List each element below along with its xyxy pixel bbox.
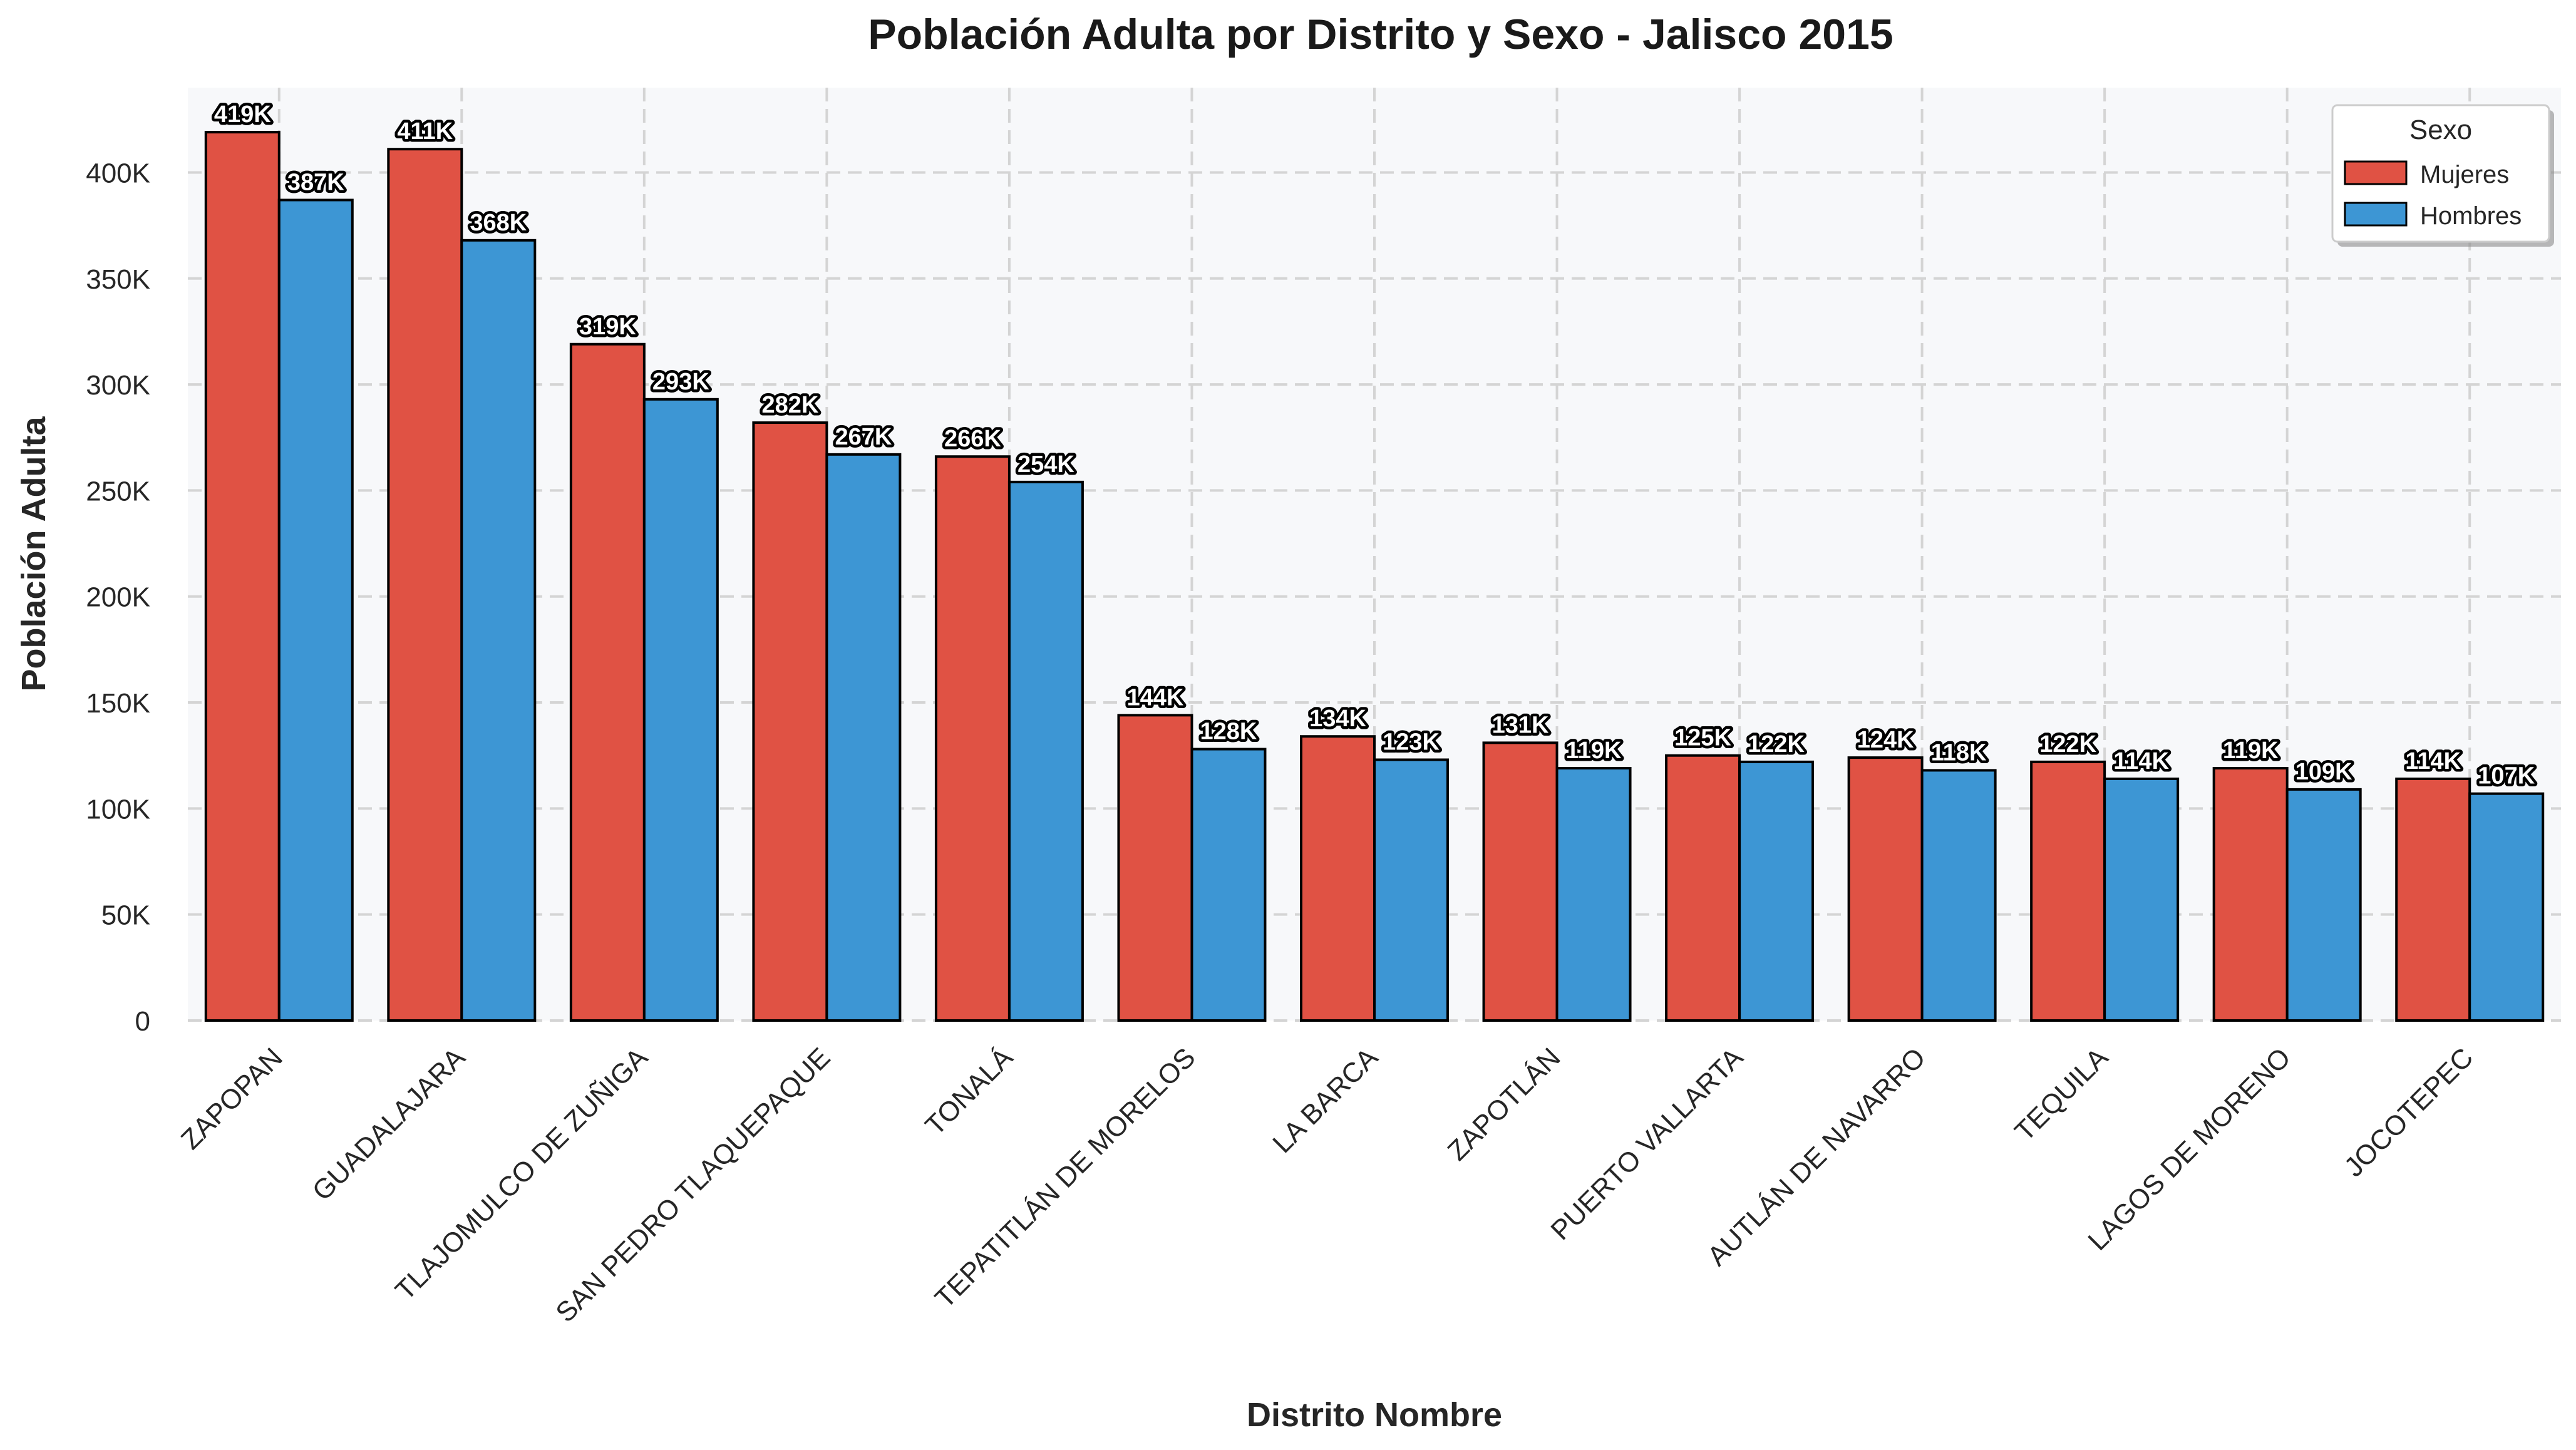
y-tick-label: 100K (86, 794, 150, 825)
bar-hombres (2103, 777, 2180, 1022)
bar-value-label: 123K (1383, 729, 1440, 755)
bar-hombres (642, 398, 719, 1022)
bar-mujeres (387, 148, 463, 1022)
x-tick-label: TEQUILA (2009, 1042, 2114, 1147)
bar-hombres (1738, 760, 1815, 1022)
y-axis-ticks: 0 50K 100K 150K 200K 250K 300K 350K 400K (86, 158, 150, 1037)
y-tick-label: 150K (86, 688, 150, 719)
y-tick-label: 200K (86, 582, 150, 613)
y-tick-label: 400K (86, 158, 150, 188)
bar-mujeres (1665, 754, 1741, 1022)
bar-value-label: 411K (397, 118, 453, 145)
bar-value-label: 122K (1748, 731, 1805, 758)
bars (204, 131, 2545, 1022)
bar-mujeres (204, 131, 281, 1022)
bar-mujeres (1117, 714, 1193, 1022)
legend-swatch-hombres (2344, 202, 2408, 227)
bar-hombres (1920, 769, 1997, 1022)
bar-value-label: 293K (652, 369, 709, 395)
bar-labels: 419K 411K 319K 282K 266K 144K 134K 131K 125K 124K… (211, 99, 2538, 793)
x-tick-label: LA BARCA (1267, 1042, 1384, 1159)
bar-mujeres (2212, 767, 2289, 1022)
bar-value-label: 114K (2113, 748, 2169, 774)
bar-hombres (1373, 758, 1449, 1022)
legend: Sexo Mujeres Hombres (2331, 104, 2554, 247)
bar-value-label: 282K (761, 392, 818, 418)
bar-value-label: 266K (944, 426, 1001, 452)
bar-mujeres (752, 421, 828, 1022)
bar-hombres (2468, 792, 2545, 1022)
bar-value-label: 119K (1566, 738, 1622, 764)
bar-value-label: 144K (1127, 684, 1184, 711)
bar-mujeres (1300, 735, 1376, 1022)
x-tick-label: JOCOTEPEC (2338, 1042, 2479, 1183)
x-tick-label: GUADALAJARA (307, 1042, 471, 1206)
legend-label-mujeres: Mujeres (2420, 161, 2509, 188)
y-tick-label: 0 (135, 1006, 150, 1037)
legend-title: Sexo (2409, 115, 2472, 145)
bar-value-label: 254K (1018, 451, 1074, 478)
bar-mujeres (1482, 741, 1558, 1022)
bar-value-label: 387K (287, 169, 344, 195)
x-tick-label: PUERTO VALLARTA (1545, 1042, 1749, 1246)
bar-hombres (825, 453, 902, 1022)
bar-hombres (460, 239, 537, 1022)
x-tick-label: ZAPOPAN (175, 1042, 289, 1155)
bar-hombres (277, 198, 354, 1022)
bar-value-label: 122K (2039, 731, 2096, 758)
y-tick-label: 300K (86, 370, 150, 401)
x-axis-label: Distrito Nombre (1247, 1396, 1502, 1434)
bar-mujeres (2395, 777, 2471, 1022)
x-tick-label: TONALÁ (919, 1042, 1019, 1141)
bar-value-label: 107K (2478, 763, 2535, 789)
bar-mujeres (2030, 760, 2106, 1022)
bar-mujeres (1847, 756, 1924, 1022)
bar-hombres (2285, 788, 2362, 1022)
y-tick-label: 250K (86, 476, 150, 506)
bar-value-label: 109K (2295, 759, 2352, 785)
bar-value-label: 368K (470, 210, 527, 236)
bar-value-label: 267K (835, 424, 892, 450)
bar-hombres (1555, 767, 1632, 1022)
bar-hombres (1190, 748, 1267, 1022)
bar-mujeres (934, 455, 1011, 1022)
bar-value-label: 131K (1492, 712, 1549, 738)
bar-mujeres (569, 342, 646, 1022)
y-axis-label: Población Adulta (15, 416, 53, 692)
chart-title: Población Adulta por Distrito y Sexo - J… (868, 11, 1893, 58)
bar-value-label: 114K (2405, 748, 2461, 774)
bar-value-label: 119K (2223, 738, 2279, 764)
bar-value-label: 419K (214, 101, 271, 128)
bar-value-label: 128K (1200, 719, 1257, 745)
x-tick-label: LAGOS DE MORENO (2082, 1042, 2296, 1256)
bar-value-label: 134K (1309, 706, 1366, 732)
bar-value-label: 319K (579, 314, 636, 340)
bar-value-label: 118K (1931, 739, 1987, 766)
legend-swatch-mujeres (2344, 160, 2408, 185)
y-tick-label: 50K (101, 900, 150, 931)
legend-label-hombres: Hombres (2420, 202, 2522, 230)
bar-value-label: 125K (1674, 725, 1731, 751)
x-tick-label: ZAPOTLÁN (1442, 1042, 1567, 1166)
bar-value-label: 124K (1857, 727, 1914, 753)
y-tick-label: 350K (86, 264, 150, 295)
bar-hombres (1007, 480, 1084, 1022)
